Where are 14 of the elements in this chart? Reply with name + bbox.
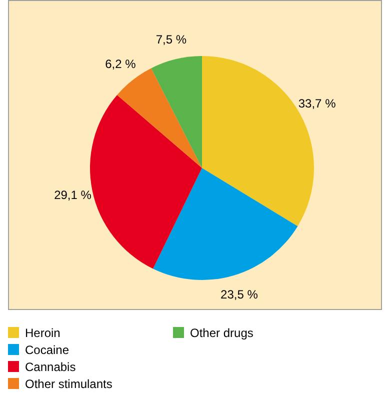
pie-slice bbox=[153, 168, 298, 280]
data-label: 23,5 % bbox=[220, 288, 258, 302]
pie-slice bbox=[117, 68, 202, 168]
legend-label: Other stimulants bbox=[25, 376, 112, 390]
pie-slice bbox=[151, 56, 202, 168]
legend-label: Other drugs bbox=[190, 326, 254, 340]
legend-label: Heroin bbox=[25, 326, 60, 340]
data-label: 33,7 % bbox=[298, 96, 336, 110]
pie-slice bbox=[90, 94, 202, 269]
legend-label: Cocaine bbox=[25, 342, 70, 356]
legend-label: Cannabis bbox=[25, 360, 76, 374]
data-label: 6,2 % bbox=[105, 57, 136, 72]
data-label: 29,1 % bbox=[54, 188, 92, 202]
data-label: 7,5 % bbox=[156, 32, 187, 47]
